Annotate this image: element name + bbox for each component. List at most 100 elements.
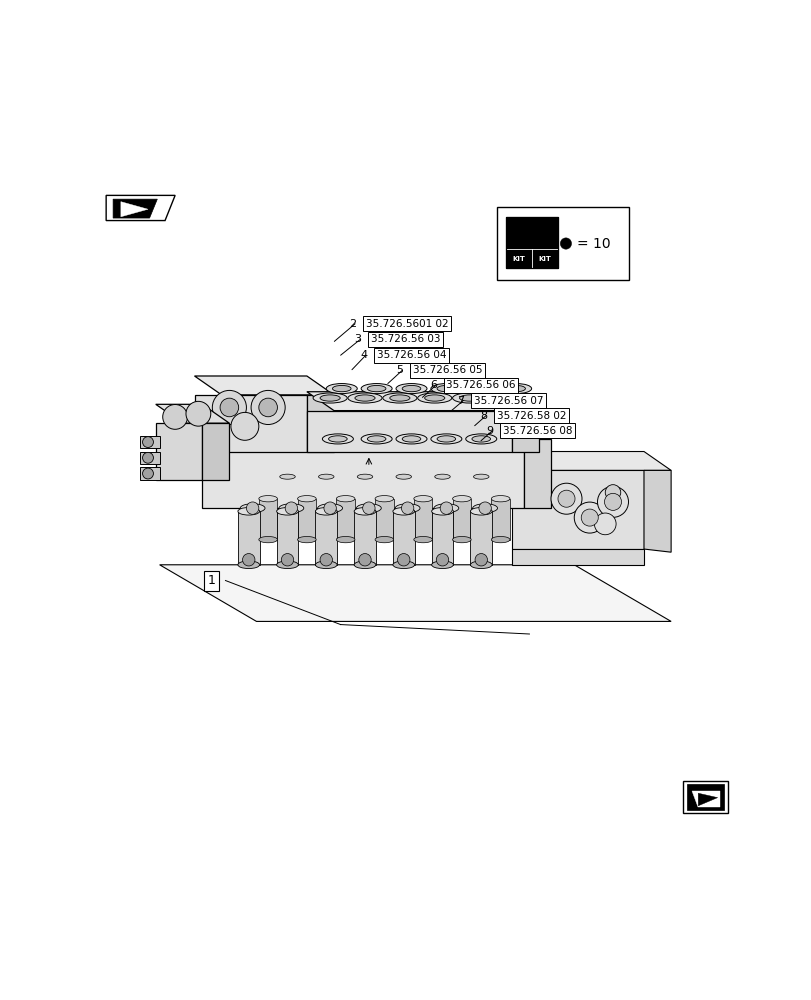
Polygon shape bbox=[452, 499, 470, 540]
Text: 4: 4 bbox=[359, 350, 367, 360]
Ellipse shape bbox=[361, 384, 392, 394]
Polygon shape bbox=[156, 404, 229, 423]
Ellipse shape bbox=[280, 474, 295, 479]
Ellipse shape bbox=[414, 496, 432, 502]
Polygon shape bbox=[140, 452, 160, 464]
Circle shape bbox=[557, 490, 574, 507]
Text: 7: 7 bbox=[457, 396, 464, 406]
Text: 3: 3 bbox=[354, 334, 361, 344]
Polygon shape bbox=[396, 477, 411, 511]
Polygon shape bbox=[523, 439, 551, 508]
Ellipse shape bbox=[472, 504, 497, 513]
Circle shape bbox=[251, 390, 285, 425]
Circle shape bbox=[281, 554, 294, 566]
Polygon shape bbox=[121, 202, 148, 217]
Polygon shape bbox=[318, 477, 333, 511]
Circle shape bbox=[397, 554, 410, 566]
Polygon shape bbox=[277, 511, 298, 565]
Ellipse shape bbox=[500, 384, 531, 394]
Polygon shape bbox=[512, 411, 539, 452]
Ellipse shape bbox=[279, 504, 303, 513]
Polygon shape bbox=[512, 549, 643, 565]
Circle shape bbox=[230, 412, 259, 440]
Ellipse shape bbox=[452, 393, 486, 403]
Ellipse shape bbox=[424, 395, 444, 401]
Text: 35.726.56 07: 35.726.56 07 bbox=[474, 396, 543, 406]
Ellipse shape bbox=[315, 508, 337, 515]
Ellipse shape bbox=[452, 496, 470, 502]
Circle shape bbox=[560, 238, 571, 249]
Ellipse shape bbox=[393, 508, 414, 515]
Text: 9: 9 bbox=[486, 426, 493, 436]
Polygon shape bbox=[470, 511, 491, 565]
Text: 35.726.56 06: 35.726.56 06 bbox=[446, 380, 515, 390]
Ellipse shape bbox=[320, 395, 340, 401]
Ellipse shape bbox=[491, 536, 509, 543]
Ellipse shape bbox=[317, 504, 342, 513]
Circle shape bbox=[143, 452, 153, 463]
Ellipse shape bbox=[494, 395, 514, 401]
Ellipse shape bbox=[436, 436, 455, 442]
Ellipse shape bbox=[487, 393, 521, 403]
Polygon shape bbox=[297, 499, 315, 540]
Polygon shape bbox=[512, 470, 643, 549]
Bar bbox=[505, 217, 531, 268]
Circle shape bbox=[594, 513, 616, 535]
Polygon shape bbox=[473, 477, 488, 511]
Circle shape bbox=[358, 554, 371, 566]
Polygon shape bbox=[357, 477, 372, 511]
Ellipse shape bbox=[401, 385, 420, 392]
Circle shape bbox=[162, 404, 187, 429]
Polygon shape bbox=[697, 793, 717, 806]
Polygon shape bbox=[195, 376, 333, 395]
Circle shape bbox=[440, 502, 452, 514]
Polygon shape bbox=[307, 411, 512, 452]
Ellipse shape bbox=[238, 561, 260, 569]
Text: 35.726.56 08: 35.726.56 08 bbox=[502, 426, 572, 436]
Text: KIT: KIT bbox=[512, 256, 525, 262]
Circle shape bbox=[259, 398, 277, 417]
Circle shape bbox=[186, 401, 211, 426]
Text: KIT: KIT bbox=[538, 256, 551, 262]
Polygon shape bbox=[315, 511, 337, 565]
Circle shape bbox=[220, 398, 238, 417]
Text: 35.726.58 02: 35.726.58 02 bbox=[496, 411, 565, 421]
Ellipse shape bbox=[434, 474, 449, 479]
Polygon shape bbox=[434, 477, 449, 511]
Ellipse shape bbox=[322, 434, 353, 444]
Ellipse shape bbox=[452, 536, 470, 543]
Ellipse shape bbox=[470, 561, 491, 569]
Ellipse shape bbox=[506, 385, 525, 392]
Ellipse shape bbox=[396, 434, 427, 444]
Text: 35.726.56 03: 35.726.56 03 bbox=[371, 334, 440, 344]
Ellipse shape bbox=[473, 509, 488, 514]
Bar bbox=[505, 217, 557, 268]
Ellipse shape bbox=[417, 393, 451, 403]
Ellipse shape bbox=[259, 496, 277, 502]
Ellipse shape bbox=[336, 536, 354, 543]
Ellipse shape bbox=[277, 561, 298, 569]
Circle shape bbox=[436, 554, 448, 566]
Ellipse shape bbox=[297, 536, 315, 543]
Circle shape bbox=[474, 554, 487, 566]
Ellipse shape bbox=[396, 384, 427, 394]
Polygon shape bbox=[195, 395, 307, 452]
Ellipse shape bbox=[434, 509, 449, 514]
Polygon shape bbox=[491, 499, 509, 540]
Circle shape bbox=[581, 509, 598, 526]
Circle shape bbox=[401, 502, 414, 514]
Ellipse shape bbox=[389, 395, 410, 401]
Ellipse shape bbox=[259, 536, 277, 543]
Ellipse shape bbox=[361, 434, 392, 444]
Text: = 10: = 10 bbox=[577, 237, 610, 251]
Polygon shape bbox=[307, 392, 539, 411]
Polygon shape bbox=[336, 499, 354, 540]
Circle shape bbox=[242, 554, 255, 566]
Circle shape bbox=[212, 390, 246, 425]
Ellipse shape bbox=[315, 561, 337, 569]
Ellipse shape bbox=[357, 509, 372, 514]
Text: 1: 1 bbox=[208, 574, 215, 587]
Ellipse shape bbox=[436, 385, 455, 392]
Ellipse shape bbox=[471, 385, 490, 392]
Text: 35.726.56 05: 35.726.56 05 bbox=[413, 365, 482, 375]
